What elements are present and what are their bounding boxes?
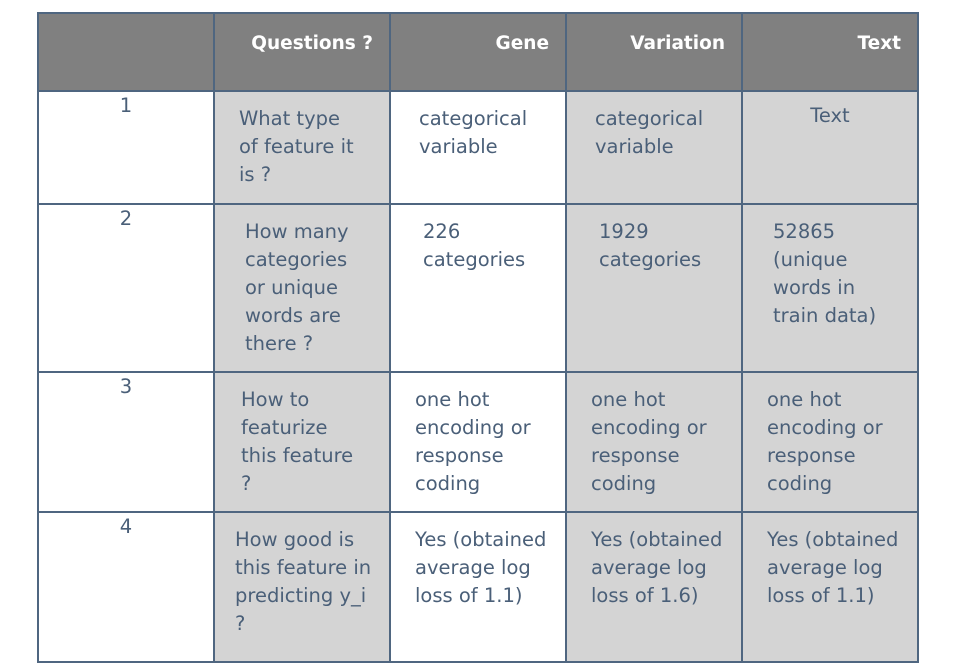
header-text: Text [741, 12, 919, 92]
header-gene: Gene [389, 12, 567, 92]
variation-cell: categorical variable [595, 107, 704, 158]
gene-cell: one hot encoding or response coding [415, 388, 531, 495]
variation-cell: one hot encoding or response coding [591, 388, 707, 495]
table-row: 4 How good is this feature in predicting… [37, 511, 919, 663]
row-index: 1 [37, 90, 215, 205]
question-cell: What type of feature it is ? [239, 107, 354, 186]
header-variation: Variation [565, 12, 743, 92]
gene-cell: categorical variable [419, 107, 528, 158]
text-cell: 52865 (unique words in train data) [773, 220, 877, 327]
variation-cell: 1929 categories [599, 220, 702, 271]
table-row: 2 How many categories or unique words ar… [37, 203, 919, 373]
text-cell: Text [810, 104, 850, 127]
gene-cell: Yes (obtained average log loss of 1.1) [415, 528, 547, 607]
question-cell: How to featurize this feature ? [241, 388, 354, 495]
header-row: Questions ? Gene Variation Text [37, 12, 919, 92]
question-cell: How good is this feature in predicting y… [235, 528, 372, 635]
table-row: 3 How to featurize this feature ? one ho… [37, 371, 919, 513]
text-cell: one hot encoding or response coding [767, 388, 883, 495]
text-cell: Yes (obtained average log loss of 1.1) [767, 528, 899, 607]
row-index: 3 [37, 371, 215, 513]
header-questions: Questions ? [213, 12, 391, 92]
gene-cell: 226 categories [423, 220, 526, 271]
question-cell: How many categories or unique words are … [245, 220, 349, 355]
header-index [37, 12, 215, 92]
row-index: 2 [37, 203, 215, 373]
row-index: 4 [37, 511, 215, 663]
table-row: 1 What type of feature it is ? categoric… [37, 90, 919, 205]
feature-table: Questions ? Gene Variation Text 1 What t… [37, 12, 919, 663]
variation-cell: Yes (obtained average log loss of 1.6) [591, 528, 723, 607]
